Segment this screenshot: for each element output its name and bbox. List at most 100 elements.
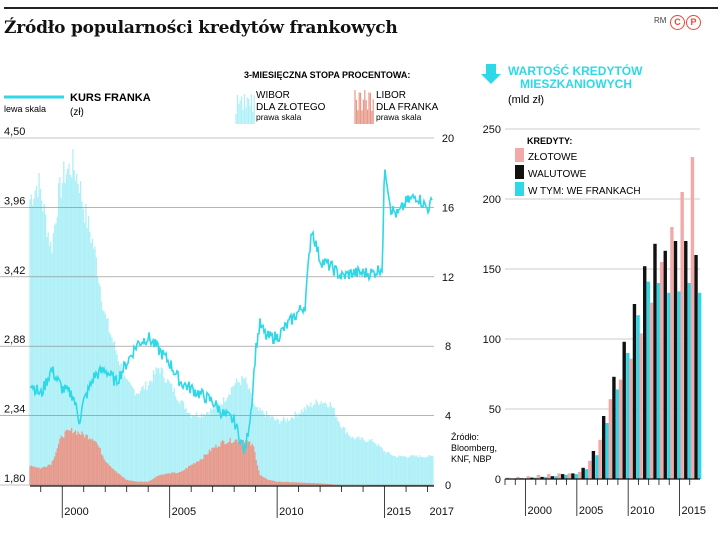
right-grid: 250 200 150 100 50 0 bbox=[483, 124, 700, 486]
bar-frank bbox=[533, 477, 538, 479]
logo-c-icon: C bbox=[670, 15, 685, 30]
bar-frank bbox=[605, 423, 609, 479]
legend-frank: W TYM: WE FRANKACH bbox=[528, 186, 641, 197]
bar-frank bbox=[667, 292, 671, 479]
bar-walutowe bbox=[530, 477, 534, 479]
right-x-tick-label: 2010 bbox=[630, 505, 654, 517]
left-tick-label: 3,42 bbox=[4, 265, 25, 277]
bar-frank bbox=[554, 476, 558, 479]
wibor-legend-swatch bbox=[235, 94, 255, 124]
bar-walutowe bbox=[694, 255, 698, 479]
bar-walutowe bbox=[601, 416, 606, 479]
right-y-tick-label: 50 bbox=[489, 404, 501, 416]
bar-walutowe bbox=[540, 476, 544, 479]
right-tick-label: 16 bbox=[442, 202, 454, 214]
libor-legend-swatch bbox=[354, 90, 374, 124]
right-tick-label: 0 bbox=[445, 480, 451, 492]
bar-zlotowe bbox=[618, 379, 623, 479]
bars bbox=[506, 157, 702, 479]
bar-frank bbox=[626, 353, 630, 479]
right-x-tick-label: 2000 bbox=[528, 505, 552, 517]
lewa-skala-label: lewa skala bbox=[4, 104, 46, 114]
bar-zlotowe bbox=[680, 192, 684, 479]
kurs-label: KURS FRANKA bbox=[70, 92, 151, 104]
legend-frank-swatch bbox=[515, 182, 524, 196]
right-y-tick-label: 150 bbox=[483, 264, 501, 276]
bar-zlotowe bbox=[608, 399, 613, 479]
source-line-2: Bloomberg, bbox=[451, 443, 497, 453]
bar-walutowe bbox=[622, 341, 626, 479]
bar-walutowe bbox=[591, 451, 596, 479]
bar-zlotowe bbox=[577, 472, 582, 479]
bar-zlotowe bbox=[588, 460, 592, 479]
left-x-tick-label: 2015 bbox=[387, 506, 411, 518]
right-x-tick-label: 2005 bbox=[579, 505, 603, 517]
bar-frank bbox=[564, 474, 568, 479]
bar-walutowe bbox=[581, 467, 585, 479]
wibor-label-2: DLA ZŁOTEGO bbox=[256, 102, 326, 113]
legend-walutowe-swatch bbox=[515, 165, 524, 179]
bar-zlotowe bbox=[536, 474, 541, 479]
left-x-tick-label: 2000 bbox=[64, 506, 88, 518]
left-tick-label: 3,96 bbox=[4, 195, 25, 207]
bar-zlotowe bbox=[516, 476, 520, 479]
left-tick-label: 1,80 bbox=[4, 473, 25, 485]
bar-zlotowe bbox=[567, 473, 571, 479]
logo-p-icon: P bbox=[686, 15, 701, 30]
bar-walutowe bbox=[560, 474, 565, 479]
left-tick-label: 4,50 bbox=[4, 126, 25, 138]
left-tick-label: 2,88 bbox=[4, 334, 25, 346]
libor-area bbox=[29, 427, 434, 499]
bar-frank bbox=[585, 469, 589, 479]
bar-frank bbox=[574, 474, 579, 479]
legend-walutowe: WALUTOWE bbox=[528, 169, 587, 180]
bar-frank bbox=[646, 281, 651, 479]
right-tick-label: 20 bbox=[442, 133, 454, 145]
left-x-tick-label: 2005 bbox=[172, 506, 196, 518]
left-x-axis-bg bbox=[30, 486, 434, 516]
bar-frank bbox=[687, 283, 692, 479]
bar-frank bbox=[543, 476, 548, 479]
right-title-2: MIESZKANIOWYCH bbox=[520, 77, 632, 91]
right-x-axis: 2000 2005 2010 2015 bbox=[504, 478, 706, 517]
left-x-tick-label: 2010 bbox=[279, 506, 303, 518]
bar-zlotowe bbox=[598, 439, 602, 479]
author-credit: RM bbox=[654, 16, 667, 25]
title-rule bbox=[4, 7, 718, 9]
bar-zlotowe bbox=[557, 473, 561, 479]
wibor-label-1: WIBOR bbox=[256, 90, 290, 101]
bar-zlotowe bbox=[690, 157, 695, 479]
bar-walutowe bbox=[684, 241, 688, 479]
right-chart: 250 200 150 100 50 0 2000 2005 2010 2015 bbox=[483, 124, 706, 517]
bar-zlotowe bbox=[639, 333, 643, 479]
right-tick-label: 12 bbox=[442, 272, 454, 284]
libor-label-1: LIBOR bbox=[376, 90, 406, 101]
bar-frank bbox=[697, 292, 702, 479]
page-title: Źródło popularności kredytów frankowych bbox=[4, 18, 398, 38]
bar-zlotowe bbox=[526, 476, 530, 479]
bar-frank bbox=[615, 389, 620, 479]
bar-walutowe bbox=[550, 476, 555, 479]
bar-walutowe bbox=[653, 243, 657, 479]
bar-zlotowe bbox=[547, 474, 551, 479]
bar-frank bbox=[636, 315, 640, 479]
right-y-tick-label: 250 bbox=[483, 124, 501, 136]
chart-labels: KURS FRANKA (zł) lewa skala 3-MIESIĘCZNA… bbox=[4, 63, 643, 464]
kurs-unit: (zł) bbox=[70, 107, 84, 118]
bar-zlotowe bbox=[629, 358, 633, 479]
down-arrow-icon bbox=[481, 64, 501, 84]
bar-zlotowe bbox=[649, 302, 654, 479]
wibor-area bbox=[29, 149, 434, 485]
right-y-tick-label: 0 bbox=[495, 474, 501, 486]
right-x-tick-label: 2015 bbox=[681, 505, 705, 517]
libor-label-2: DLA FRANKA bbox=[376, 102, 439, 113]
right-tick-label: 4 bbox=[445, 411, 451, 423]
bar-zlotowe bbox=[506, 477, 510, 479]
left-x-axis: 2000 2005 2010 2015 2017 bbox=[30, 485, 454, 518]
bar-walutowe bbox=[612, 376, 616, 479]
bar-walutowe bbox=[632, 304, 637, 479]
bar-frank bbox=[595, 455, 599, 479]
